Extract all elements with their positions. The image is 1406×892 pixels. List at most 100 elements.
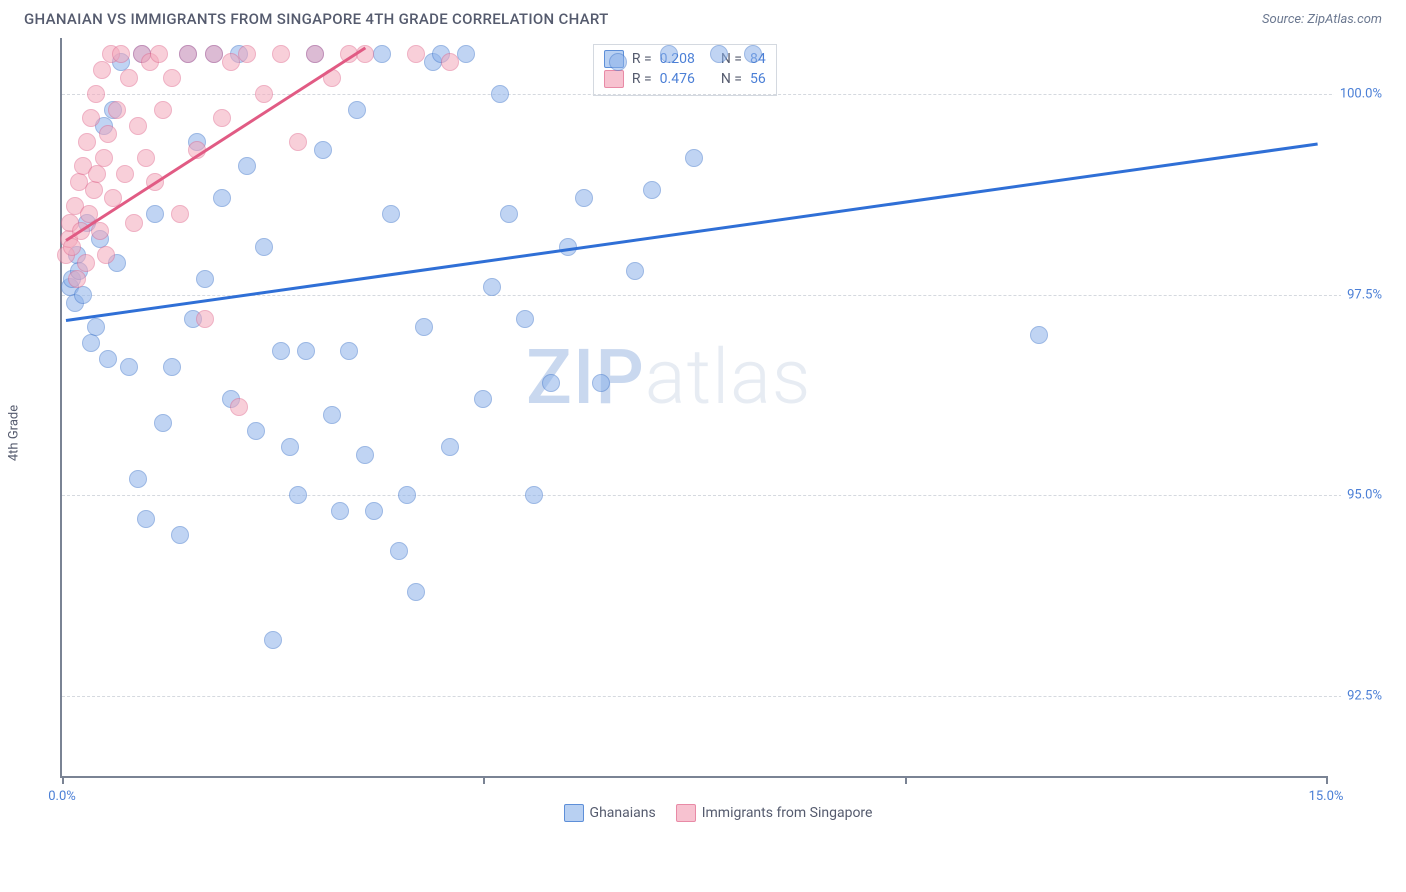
data-point bbox=[542, 374, 560, 392]
data-point bbox=[592, 374, 610, 392]
data-point bbox=[710, 45, 728, 63]
data-point bbox=[525, 486, 543, 504]
data-point bbox=[331, 502, 349, 520]
data-point bbox=[163, 69, 181, 87]
data-point bbox=[171, 526, 189, 544]
data-point bbox=[441, 53, 459, 71]
legend-label: Immigrants from Singapore bbox=[702, 805, 873, 821]
data-point bbox=[575, 189, 593, 207]
data-point bbox=[163, 358, 181, 376]
data-point bbox=[744, 45, 762, 63]
data-point bbox=[99, 350, 117, 368]
data-point bbox=[171, 205, 189, 223]
data-point bbox=[407, 583, 425, 601]
data-point bbox=[483, 278, 501, 296]
data-point bbox=[289, 486, 307, 504]
data-point bbox=[247, 422, 265, 440]
x-tick bbox=[1326, 776, 1328, 784]
data-point bbox=[213, 109, 231, 127]
data-point bbox=[112, 45, 130, 63]
data-point bbox=[99, 125, 117, 143]
data-point bbox=[88, 165, 106, 183]
chart-title: GHANAIAN VS IMMIGRANTS FROM SINGAPORE 4T… bbox=[24, 10, 609, 28]
data-point bbox=[272, 342, 290, 360]
data-point bbox=[125, 214, 143, 232]
data-point bbox=[95, 149, 113, 167]
data-point bbox=[340, 342, 358, 360]
x-tick-label: 0.0% bbox=[48, 789, 76, 804]
y-axis-label: 4th Grade bbox=[7, 405, 22, 461]
y-tick-label: 95.0% bbox=[1341, 488, 1382, 503]
data-point bbox=[281, 438, 299, 456]
n-value: 56 bbox=[750, 71, 766, 87]
data-point bbox=[457, 45, 475, 63]
data-point bbox=[93, 61, 111, 79]
data-point bbox=[255, 85, 273, 103]
r-label: R = bbox=[632, 51, 652, 67]
data-point bbox=[660, 45, 678, 63]
data-point bbox=[398, 486, 416, 504]
data-point bbox=[213, 189, 231, 207]
source-label: Source: ZipAtlas.com bbox=[1262, 12, 1382, 27]
r-label: R = bbox=[632, 71, 652, 87]
data-point bbox=[196, 270, 214, 288]
data-point bbox=[74, 286, 92, 304]
data-point bbox=[196, 310, 214, 328]
gridline bbox=[62, 295, 1382, 296]
legend-row: R = 0.208 N = 84 bbox=[604, 49, 766, 69]
data-point bbox=[82, 109, 100, 127]
y-tick-label: 92.5% bbox=[1341, 688, 1382, 703]
data-point bbox=[314, 141, 332, 159]
data-point bbox=[87, 85, 105, 103]
data-point bbox=[85, 181, 103, 199]
data-point bbox=[500, 205, 518, 223]
data-point bbox=[129, 117, 147, 135]
series-legend: Ghanaians Immigrants from Singapore bbox=[50, 804, 1386, 822]
data-point bbox=[77, 254, 95, 272]
data-point bbox=[78, 133, 96, 151]
data-point bbox=[154, 414, 172, 432]
data-point bbox=[365, 502, 383, 520]
data-point bbox=[264, 631, 282, 649]
data-point bbox=[82, 334, 100, 352]
data-point bbox=[356, 446, 374, 464]
data-point bbox=[643, 181, 661, 199]
data-point bbox=[306, 45, 324, 63]
data-point bbox=[382, 205, 400, 223]
watermark: ZIPatlas bbox=[526, 332, 811, 422]
data-point bbox=[323, 406, 341, 424]
r-value: 0.476 bbox=[660, 71, 695, 87]
legend-item-singapore: Immigrants from Singapore bbox=[676, 804, 873, 822]
data-point bbox=[97, 246, 115, 264]
data-point bbox=[238, 45, 256, 63]
data-point bbox=[238, 157, 256, 175]
data-point bbox=[120, 69, 138, 87]
legend-item-ghanaians: Ghanaians bbox=[564, 804, 656, 822]
data-point bbox=[626, 262, 644, 280]
swatch-ghanaians bbox=[564, 804, 584, 822]
data-point bbox=[222, 53, 240, 71]
data-point bbox=[205, 45, 223, 63]
data-point bbox=[348, 101, 366, 119]
data-point bbox=[441, 438, 459, 456]
data-point bbox=[407, 45, 425, 63]
data-point bbox=[373, 45, 391, 63]
data-point bbox=[137, 510, 155, 528]
data-point bbox=[390, 542, 408, 560]
data-point bbox=[68, 270, 86, 288]
data-point bbox=[685, 149, 703, 167]
data-point bbox=[146, 205, 164, 223]
gridline bbox=[62, 696, 1382, 697]
data-point bbox=[87, 318, 105, 336]
x-tick bbox=[62, 776, 64, 784]
data-point bbox=[108, 101, 126, 119]
data-point bbox=[129, 470, 147, 488]
data-point bbox=[474, 390, 492, 408]
data-point bbox=[609, 53, 627, 71]
data-point bbox=[289, 133, 307, 151]
chart-container: 4th Grade ZIPatlas R = 0.208 N = 84 R = … bbox=[50, 38, 1386, 828]
data-point bbox=[255, 238, 273, 256]
data-point bbox=[137, 149, 155, 167]
data-point bbox=[120, 358, 138, 376]
legend-row: R = 0.476 N = 56 bbox=[604, 69, 766, 89]
